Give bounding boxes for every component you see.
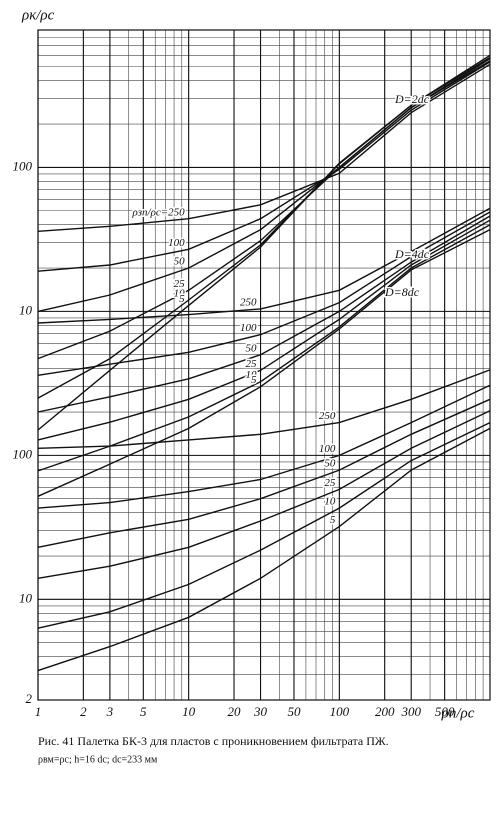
x-tick-label: 5 [140,704,147,719]
curve [37,427,491,672]
curve-label: 250 [319,410,336,422]
y-tick-label: 100 [13,446,33,461]
x-tick-label: 20 [228,704,242,719]
curve-label: 100 [319,443,336,455]
family-label: D=8dс [384,285,420,299]
curve [37,384,491,509]
curve-label: 50 [246,342,258,354]
curve-label: 25 [324,477,336,489]
curve-label: ρзп/ρс=250 [131,206,185,218]
curve-label: 5 [251,374,257,386]
curve [37,369,491,449]
caption-line: ρвм=ρс; h=16 dс; dс=233 мм [38,754,158,765]
curve [37,410,491,579]
curve [37,228,491,497]
curve-label: 100 [168,237,185,249]
curve-label: 5 [330,514,336,526]
x-tick-label: 1 [35,704,42,719]
x-tick-label: 50 [287,704,301,719]
y-tick-label: 10 [19,302,33,317]
y-axis-title: ρк/ρс [21,7,55,23]
curve [37,398,491,548]
x-axis-title: ρп/ρс [441,705,475,721]
curve-label: 5 [179,293,185,305]
curve-label: 25 [174,278,186,290]
curve [37,207,491,324]
curve-label: 10 [324,496,336,508]
y-tick-label: 2 [26,691,33,706]
curve-label: 100 [240,322,257,334]
caption-line: Рис. 41 Палетка БК-3 для пластов с прони… [38,734,389,748]
curve [37,211,491,376]
curve-label: 10 [246,369,258,381]
x-tick-label: 300 [400,704,421,719]
curve [37,61,491,272]
curve-label: 10 [174,288,186,300]
curve [37,63,491,232]
x-tick-label: 500 [435,704,455,719]
curve [37,58,491,360]
x-tick-label: 30 [253,704,268,719]
family-label: D=4dс [394,247,430,261]
curve-label: 50 [174,256,186,268]
y-tick-label: 10 [19,590,33,605]
x-tick-label: 200 [375,704,395,719]
curve [37,421,491,629]
curve-label: 50 [324,458,336,470]
curve [37,54,491,431]
x-tick-label: 10 [182,704,196,719]
x-tick-label: 3 [106,704,114,719]
x-tick-label: 2 [80,704,87,719]
curve-label: 25 [246,358,258,370]
curve-label: 250 [240,296,257,308]
family-label: D=2dс [394,92,430,106]
y-tick-label: 100 [13,158,33,173]
curve [37,215,491,413]
curve [37,219,491,441]
x-tick-label: 100 [330,704,350,719]
